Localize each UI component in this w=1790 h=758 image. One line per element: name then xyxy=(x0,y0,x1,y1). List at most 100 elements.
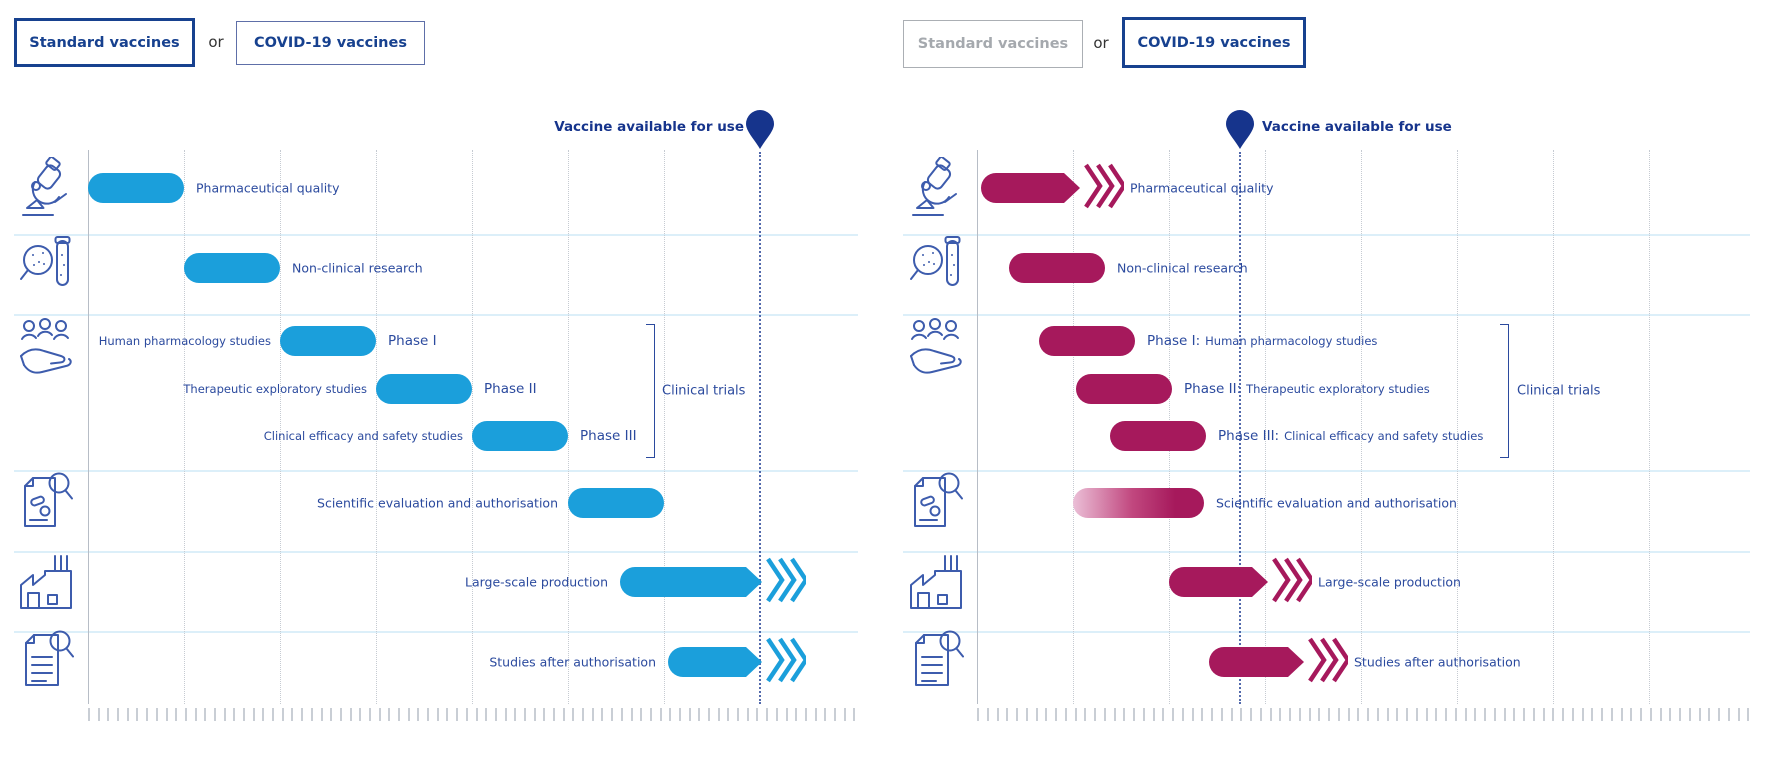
ruler-tick xyxy=(601,708,604,721)
ruler-tick xyxy=(1747,708,1750,721)
pharmaceutical-quality-bar xyxy=(981,173,1064,203)
vaccine-available-marker-line xyxy=(759,152,761,704)
ruler-tick xyxy=(746,708,749,721)
phase-2-label: Phase II: Therapeutic exploratory studies xyxy=(1184,381,1430,397)
location-pin-icon xyxy=(1226,110,1254,154)
ruler-tick xyxy=(775,708,778,721)
ruler-tick xyxy=(213,708,216,721)
ruler-tick xyxy=(1181,708,1184,721)
toggle-covid-19-vaccines-button[interactable]: COVID-19 vaccines xyxy=(1122,17,1306,68)
ruler-tick xyxy=(1220,708,1223,721)
row-separator xyxy=(903,234,1750,236)
ruler-tick xyxy=(1064,708,1067,721)
studies-after-authorisation-label-text: Studies after authorisation xyxy=(1354,654,1521,670)
phase-3-label-text: Phase III: xyxy=(1218,428,1280,444)
ruler-tick xyxy=(204,708,207,721)
clinical-trials-bracket xyxy=(1500,324,1509,458)
ruler-tick xyxy=(1347,708,1350,721)
toggle-standard-vaccines-button[interactable]: Standard vaccines xyxy=(14,18,195,67)
ruler-tick xyxy=(611,708,614,721)
studies-after-authorisation-bar-tip xyxy=(746,647,762,677)
timeline-axis xyxy=(977,150,978,704)
pharmaceutical-quality-label: Pharmaceutical quality xyxy=(196,181,339,196)
ruler-tick xyxy=(795,708,798,721)
toggle-standard-vaccines-button[interactable]: Standard vaccines xyxy=(903,20,1083,68)
ruler-tick xyxy=(1571,708,1574,721)
ruler-tick xyxy=(698,708,701,721)
row-separator xyxy=(14,314,858,316)
phase-2-label: Therapeutic exploratory studies xyxy=(183,382,367,396)
ruler-tick xyxy=(1084,708,1087,721)
gridline xyxy=(1457,150,1458,704)
ruler-tick xyxy=(756,708,759,721)
ruler-tick xyxy=(1142,708,1145,721)
ruler-tick xyxy=(1376,708,1379,721)
ruler-tick xyxy=(272,708,275,721)
ruler-tick xyxy=(1318,708,1321,721)
ruler-tick xyxy=(1250,708,1252,721)
ruler-tick xyxy=(456,708,459,721)
row-separator xyxy=(14,234,858,236)
ruler-tick xyxy=(194,708,197,721)
ruler-tick xyxy=(1025,708,1028,721)
microscope-icon xyxy=(19,156,73,223)
ruler-tick xyxy=(301,708,304,721)
phase-1-label: Phase I: Human pharmacology studies xyxy=(1147,333,1377,349)
ruler-tick xyxy=(281,708,284,721)
ruler-tick xyxy=(175,708,178,721)
row-separator xyxy=(903,631,1750,633)
timeline-axis xyxy=(88,150,89,704)
report-document-icon xyxy=(908,627,964,695)
scientific-evaluation-label: Scientific evaluation and authorisation xyxy=(317,495,558,511)
phase-2-label: Phase II xyxy=(484,381,537,397)
pharmaceutical-quality-chevrons-icon xyxy=(1084,163,1127,213)
ruler-tick xyxy=(339,708,342,721)
ruler-tick xyxy=(1698,708,1701,721)
ruler-tick xyxy=(310,708,313,721)
ruler-tick xyxy=(708,708,710,721)
ruler-tick xyxy=(398,708,400,721)
ruler-tick xyxy=(1406,708,1408,721)
ruler-tick xyxy=(320,708,323,721)
pharmaceutical-quality-label-text: Pharmaceutical quality xyxy=(1130,180,1274,196)
ruler-tick xyxy=(1396,708,1399,721)
ruler-tick xyxy=(1640,708,1642,721)
ruler-tick xyxy=(427,708,430,721)
ruler-tick xyxy=(1123,708,1126,721)
evaluation-document-icon xyxy=(907,470,965,536)
ruler-tick xyxy=(243,708,245,721)
ruler-tick xyxy=(1669,708,1672,721)
ruler-tick xyxy=(1191,708,1194,721)
large-scale-production-bar xyxy=(620,567,746,597)
studies-after-authorisation-label: Studies after authorisation xyxy=(489,654,656,670)
ruler-tick xyxy=(359,708,362,721)
gridline xyxy=(568,150,569,704)
ruler-tick xyxy=(785,708,788,721)
gridline xyxy=(376,150,377,704)
ruler-tick xyxy=(553,708,555,721)
ruler-tick xyxy=(1484,708,1486,721)
ruler-tick xyxy=(1074,708,1077,721)
gridline xyxy=(1361,150,1362,704)
row-separator xyxy=(14,631,858,633)
ruler-tick xyxy=(996,708,999,721)
ruler-tick xyxy=(649,708,652,721)
ruler-tick xyxy=(824,708,827,721)
non-clinical-research-bar xyxy=(1009,253,1105,283)
gridline xyxy=(664,150,665,704)
ruler-tick xyxy=(165,708,168,721)
ruler-tick xyxy=(494,708,497,721)
ruler-tick xyxy=(1289,708,1291,721)
toggle-covid-19-vaccines-button[interactable]: COVID-19 vaccines xyxy=(236,21,425,65)
ruler-tick xyxy=(485,708,488,721)
ruler-tick xyxy=(1562,708,1564,721)
ruler-tick xyxy=(804,708,807,721)
ruler-tick xyxy=(1610,708,1613,721)
scientific-evaluation-bar xyxy=(1073,488,1204,518)
ruler-tick xyxy=(126,708,129,721)
phase-1-label-subtext: Human pharmacology studies xyxy=(1205,334,1378,348)
vaccine-available-label: Vaccine available for use xyxy=(554,119,744,135)
ruler-tick xyxy=(543,708,546,721)
